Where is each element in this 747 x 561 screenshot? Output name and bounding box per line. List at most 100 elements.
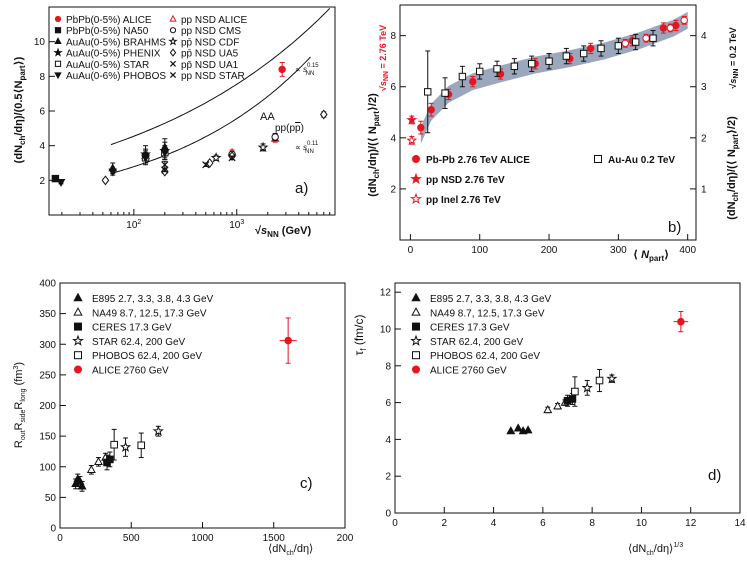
x-tick-label: 400: [679, 245, 696, 256]
point-au-au-0-2-tev-9: [580, 49, 588, 58]
y-tick-label: 10: [380, 325, 392, 336]
legend-marker-pbpb-0-5-alice: [54, 15, 62, 23]
y-tick-label: 2: [390, 184, 396, 195]
legend-marker-pp-inel-2-76-tev: [410, 192, 422, 205]
x-tick-label: 100: [471, 245, 488, 256]
point-au-au-0-2-tev-3: [476, 67, 484, 76]
legend-label-pp-nsd-ua5: pp̄ NSD UA5: [181, 49, 239, 60]
panel-d-legend: E895 2.7, 3.3, 3.8, 4.3 GeV NA49 8.7, 12.…: [410, 292, 552, 377]
point-auau-phobos-0: [56, 179, 66, 187]
panel-d-label: d): [708, 467, 721, 484]
legend-marker-e895-2-7-3-3-3-8-4-3-gev: [411, 292, 421, 302]
x-tick-label: 500: [123, 533, 140, 544]
legend-label-au-au-0-2-tev: Au-Au 0.2 TeV: [608, 155, 675, 166]
point-alice-0: [284, 336, 292, 345]
annotation-aa: AA: [260, 111, 275, 123]
y-tick-label: 350: [39, 309, 56, 320]
x-tick-label: 0: [392, 518, 398, 529]
point-phobos-1: [595, 376, 604, 385]
y-right-tick-label: 3: [701, 82, 707, 93]
fit-curve-pp-fit: [110, 8, 331, 146]
y-tick-label: 50: [45, 493, 57, 504]
legend-marker-ceres-17-3-gev: [412, 322, 420, 331]
legend-marker-pp-nsd-cdf: [168, 36, 178, 46]
legend-label-pp-nsd-cms: pp NSD CMS: [181, 26, 241, 37]
legend-marker-au-au-0-2-tev: [594, 155, 602, 163]
x-tick-label: 1000: [191, 533, 214, 544]
point-auau-phobos-3: [160, 149, 170, 158]
legend-label-pp-nsd-cdf: pp̄ NSD CDF: [181, 37, 239, 48]
point-e895-1: [513, 423, 523, 432]
x-tick-label: 8: [589, 518, 595, 529]
y-tick-label: 0: [50, 524, 56, 535]
legend-label-auau-0-6-phobos: AuAu(0-6%) PHOBOS: [66, 71, 166, 82]
legend-label-pp-inel-2-76-tev: pp Inel 2.76 TeV: [426, 195, 501, 206]
y-tick-label: 400: [39, 279, 56, 290]
panel-c-legend: E895 2.7, 3.3, 3.8, 4.3 GeV NA49 8.7, 12.…: [72, 292, 214, 377]
point-e895-3: [523, 425, 533, 434]
point-ppbar-nsd-ua1-1: [202, 161, 210, 169]
panel-b-marks: [406, 15, 688, 146]
legend-label-phobos-62-4-200-gev: PHOBOS 62.4, 200 GeV: [430, 351, 540, 362]
legend-marker-alice-2760-gev: [412, 365, 420, 374]
point-pb-pb-alice-sym-3: [680, 16, 688, 25]
point-au-au-0-2-tev-4: [493, 65, 501, 73]
x-tick-label: 1500: [263, 533, 286, 544]
point-au-au-0-2-tev-13: [649, 34, 657, 42]
point-pb-pb-alice-sym-2: [666, 24, 675, 32]
y-tick-label: 2: [385, 472, 391, 483]
point-pb-pb-alice-7: [586, 44, 595, 53]
panel-b-legend: Pb-Pb 2.76 TeV ALICE Au-Au 0.2 TeV pp NSD …: [410, 155, 675, 206]
x-tick-label: 12: [685, 518, 697, 529]
point-au-au-0-2-tev-5: [510, 62, 519, 71]
point-na49-0: [86, 464, 96, 473]
legend-marker-pp-nsd-2-76-tev: [410, 172, 422, 185]
panel-d-frame: [394, 282, 741, 514]
panel-c-marks: [71, 317, 297, 492]
panel-c-label: c): [300, 475, 313, 492]
y-right-tick-label: 2: [701, 133, 707, 144]
y-tick-label: 8: [385, 361, 391, 372]
x-tick-label: 2: [442, 518, 448, 529]
y-tick-label: 2: [39, 176, 45, 187]
legend-marker-pp-nsd-cms: [169, 27, 177, 34]
legend-label-alice-2760-gev: ALICE 2760 GeV: [430, 366, 507, 377]
point-ceres-1: [568, 395, 577, 403]
panel-a-marks: [51, 61, 328, 187]
legend-label-na49-8-7-12-5-17-3-gev: NA49 8.7, 12.5, 17.3 GeV: [430, 308, 545, 319]
panel-d: 0 2 4 6 8 10 12 14 0 2 4 6 8 10 12 E895 2.7, 3.3, 3.8,…: [352, 282, 746, 557]
x-tick-label: 102: [126, 219, 141, 231]
y-tick-label: 250: [39, 370, 56, 381]
point-au-au-0-2-tev-12: [631, 38, 640, 46]
panel-b: 0 100 200 300 400 2 4 6 8 1 2 3 4 Pb-Pb 2.76 TeV ALI…: [367, 4, 740, 263]
point-na49-0: [543, 404, 553, 414]
legend-marker-star-62-4-200-gev: [72, 334, 84, 346]
legend-marker-auau-0-5-star: [54, 60, 62, 67]
point-ceres-1: [106, 455, 114, 464]
point-au-au-0-2-tev-2: [458, 72, 467, 81]
point-phobos-0: [110, 440, 118, 449]
point-auau-phobos-2: [141, 154, 150, 163]
point-phobos-1: [137, 441, 146, 450]
x-tick-label: 103: [229, 219, 244, 231]
point-pb-pb-alice-1: [427, 106, 435, 114]
annotation-aa-fit: ∝ s0.15 NN: [295, 63, 319, 77]
legend-label-pp-nsd-star: pp NSD STAR: [181, 71, 245, 82]
y-tick-label: 4: [390, 133, 396, 144]
y-tick-label: 6: [390, 82, 396, 93]
point-pbpb-na50-0: [51, 174, 60, 183]
point-au-au-0-2-tev-6: [528, 60, 536, 68]
legend-marker-pp-nsd-star: [169, 71, 177, 79]
y-right-tick-label: 4: [701, 31, 707, 42]
y-tick-label: 6: [385, 398, 391, 409]
point-auau-phobos-1: [108, 168, 118, 177]
point-ppbar-nsd-ua1-2: [228, 154, 236, 162]
x-tick-label: 200: [541, 245, 558, 256]
point-pbpb-alice-0: [278, 65, 286, 74]
legend-marker-auau-0-5-brahms: [54, 37, 62, 44]
point-ppbar-nsd-ua5-0: [101, 175, 110, 186]
y-tick-label: 4: [385, 435, 391, 446]
point-au-au-0-2-tev-10: [597, 44, 605, 53]
